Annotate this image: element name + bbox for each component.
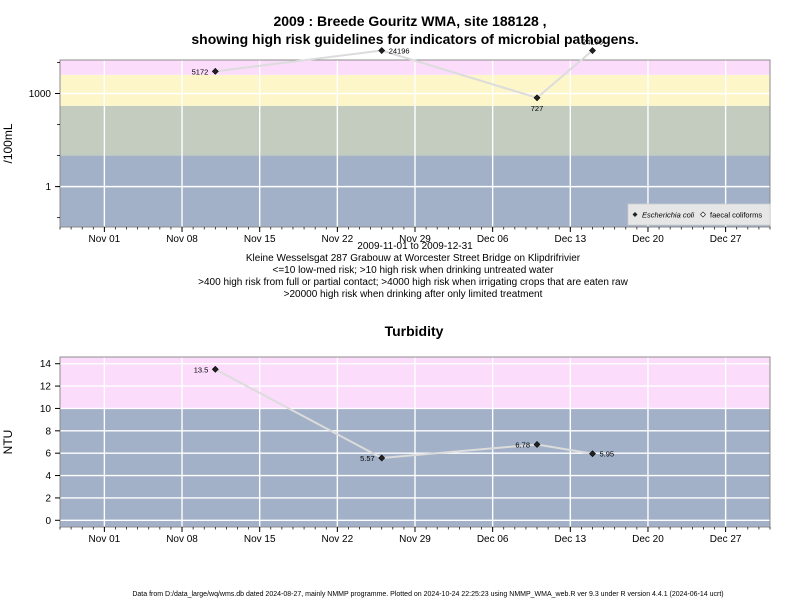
data-point [533, 441, 541, 448]
series-line-0 [214, 368, 593, 460]
x-tick-label-6: Dec 13 [554, 534, 586, 545]
data-label: 6.78 [515, 440, 530, 449]
x-tick-label-7: Dec 20 [632, 234, 664, 245]
legend-ecoli-label: Escherichia coli [642, 211, 694, 220]
legend-box [627, 203, 771, 226]
y-tick-label-4: 8 [45, 426, 51, 437]
x-tick-label-2: Nov 15 [244, 534, 276, 545]
x-tick-label-1: Nov 08 [166, 234, 198, 245]
y-axis-title: NTU [1, 430, 15, 455]
x-tick-label-5: Dec 06 [477, 234, 509, 245]
data-label: 727 [531, 104, 544, 113]
x-tick-label-3: Nov 22 [322, 234, 354, 245]
chart-1-title: 2009 : Breede Gouritz WMA, site 188128 , [273, 13, 546, 29]
x-tick-label-1: Nov 08 [166, 534, 198, 545]
x-tick-label-8: Dec 27 [710, 534, 742, 545]
y-tick-label-7: 14 [40, 359, 52, 370]
x-tick-label-0: Nov 01 [89, 534, 121, 545]
data-point [589, 47, 596, 54]
data-point [378, 47, 386, 54]
x-tick-label-3: Nov 22 [322, 534, 354, 545]
data-point [589, 450, 596, 458]
x-tick-label-2: Nov 15 [244, 234, 276, 245]
chart-1-caption-guideline-1: <=10 low-med risk; >10 high risk when dr… [273, 265, 555, 276]
y-tick-label-1: 1000 [29, 89, 52, 100]
turbidity-plot-panel: Nov 01 Nov 08 Nov 15 Nov 22 Nov 29 Dec 06 Dec … [1, 356, 771, 545]
x-tick-label-4: Nov 29 [399, 534, 431, 545]
y-tick-label-0: 0 [45, 516, 51, 527]
legend-ecoli-marker [632, 212, 638, 217]
y-axis-title: /100mL [1, 123, 15, 163]
y-tick-label-5: 10 [40, 404, 52, 415]
data-label: 5.57 [360, 454, 375, 463]
series-line-0 [215, 49, 594, 99]
chart-1-caption-guideline-3: >20000 high risk when drinking after onl… [284, 289, 543, 300]
chart-1-title-line-2: showing high risk guidelines for indicat… [191, 31, 638, 47]
legend-faecal-label: faecal coliforms [710, 211, 762, 220]
data-label: 5.95 [600, 450, 615, 459]
x-tick-label-8: Dec 27 [710, 234, 742, 245]
y-tick-label-2: 4 [45, 471, 51, 482]
data-label: 24196 [389, 47, 410, 56]
ecoli-plot-panel: Nov 01 Nov 08 Nov 15 Nov 22 Nov 29 Dec 06 Dec … [1, 38, 771, 245]
data-point [211, 67, 219, 75]
chart-1-caption-guideline-2: >400 high risk from full or partial cont… [198, 277, 628, 288]
legend-faecal-marker [700, 211, 706, 218]
x-tick-label-6: Dec 13 [554, 234, 586, 245]
data-label: 5172 [192, 67, 209, 76]
data-point [211, 365, 219, 373]
data-label: 24196 [582, 38, 603, 47]
y-tick-label-6: 12 [40, 382, 52, 393]
x-tick-label-7: Dec 20 [632, 534, 664, 545]
chart-1-caption-date-range: 2009-11-01 to 2009-12-31 [357, 241, 473, 252]
y-tick-label-0: 1 [45, 182, 51, 193]
data-point [378, 454, 386, 462]
x-tick-label-5: Dec 06 [477, 534, 509, 545]
x-tick-label-0: Nov 01 [89, 234, 121, 245]
footer-note: Data from D:/data_large/wq/wms.db dated … [132, 591, 723, 598]
y-tick-label-1: 2 [45, 493, 51, 504]
data-point [533, 94, 541, 102]
chart-2-title: Turbidity [385, 323, 444, 339]
y-tick-label-3: 6 [45, 449, 51, 460]
chart-1-caption-site: Kleine Wesselsgat 287 Grabouw at Worcest… [246, 253, 581, 264]
x-tick-label-4: Nov 29 [399, 234, 431, 245]
data-label: 13.5 [194, 365, 209, 374]
